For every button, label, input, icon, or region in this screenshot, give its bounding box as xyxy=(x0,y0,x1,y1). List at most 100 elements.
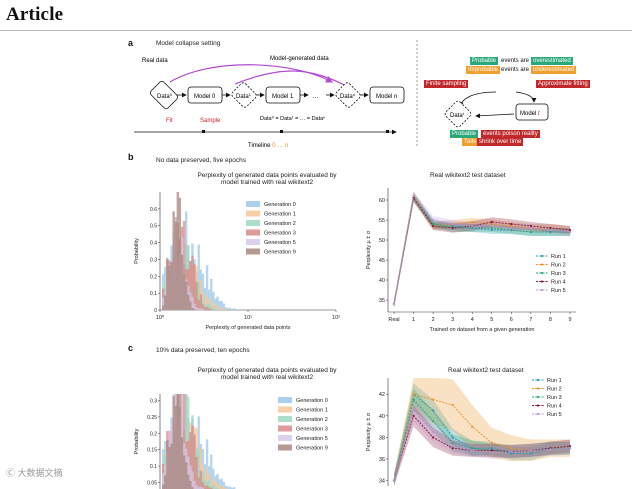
y-tick-label: 0.1 xyxy=(150,291,157,297)
hist-bar-gen5 xyxy=(187,474,190,489)
panel-c-linechart: 34 36 38 40 42 Perplexity µ ± σ Run 1 Run 2 Run … xyxy=(366,378,572,486)
y-axis-label: Probability xyxy=(134,428,140,454)
purple-arc-2 xyxy=(234,70,352,89)
hist-bar-gen2 xyxy=(203,479,207,489)
hist-bar-gen3 xyxy=(199,294,203,310)
point-run-5 xyxy=(471,449,474,452)
hist-bar-gen5 xyxy=(168,265,171,310)
legend-label-1: Generation 1 xyxy=(264,212,296,218)
point-run-5 xyxy=(392,479,396,482)
data0-diamond xyxy=(149,80,179,110)
point-run-1 xyxy=(451,436,454,439)
arrow-cycle-right xyxy=(515,91,537,103)
point-run-4 xyxy=(549,226,552,230)
point-run-4 xyxy=(568,444,572,448)
point-run-4 xyxy=(490,449,493,452)
point-run-2 xyxy=(510,224,513,228)
timeline-tick-2 xyxy=(280,130,283,133)
legend-swatch xyxy=(246,201,260,207)
hist-bar-gen0 xyxy=(210,278,213,310)
hist-bar-gen5 xyxy=(176,192,180,310)
model-t-box xyxy=(515,103,549,121)
band-run-2 xyxy=(394,191,570,308)
hist-bar-gen5 xyxy=(162,484,165,489)
hist-bar-gen5 xyxy=(168,447,171,489)
point-run-1 xyxy=(490,447,493,450)
legend-marker-run-1 xyxy=(540,254,544,258)
hist-bar-gen4 xyxy=(191,471,194,489)
y-tick-label: 55 xyxy=(379,218,385,224)
tag-tails: Tails xyxy=(462,138,479,146)
hist-bar-gen0 xyxy=(228,486,232,489)
hist-bar-gen3 xyxy=(189,432,192,489)
timeline-label: Timeline 0 … n xyxy=(248,143,288,149)
hist-bar-gen2 xyxy=(218,309,221,310)
x-tick-label: 7 xyxy=(529,317,532,323)
x-tick-label: 8 xyxy=(549,317,552,323)
panel-b-line-title: Real wikitext2 test dataset xyxy=(430,172,506,179)
hist-bar-gen5 xyxy=(172,211,175,310)
hist-bar-gen5 xyxy=(180,437,184,489)
point-run-5 xyxy=(510,226,513,230)
hist-bar-gen5 xyxy=(178,394,182,489)
model0-label: Model 0 xyxy=(194,94,216,100)
datan-label: Datan xyxy=(340,92,355,100)
hist-bar-gen1 xyxy=(216,306,219,310)
timeline-tick-3 xyxy=(386,130,389,133)
hist-bar-gen5 xyxy=(191,487,194,489)
hist-bar-gen5 xyxy=(166,440,169,489)
point-run-3 xyxy=(471,226,474,230)
hist-bar-gen5 xyxy=(176,394,180,489)
tag-probable: Probable xyxy=(470,57,499,65)
hist-bar-gen1 xyxy=(224,309,228,310)
hist-bar-gen3 xyxy=(207,308,211,310)
hist-bar-gen4 xyxy=(201,308,205,310)
hist-bar-gen5 xyxy=(191,308,194,310)
hist-bar-gen5 xyxy=(174,221,177,310)
legend-label-3: Generation 3 xyxy=(296,427,328,433)
x-tick-label: 9 xyxy=(568,317,571,323)
watermark: Ⓒ 大数据文摘 xyxy=(6,468,63,478)
line-run-3 xyxy=(393,398,570,481)
header-rule xyxy=(0,30,632,31)
y-tick-label: 40 xyxy=(379,278,385,284)
legend-label-run-5: Run 5 xyxy=(547,412,562,418)
hist-bar-gen0 xyxy=(203,287,207,310)
hist-bar-gen5 xyxy=(166,258,169,310)
panel-b-label: b xyxy=(128,152,134,162)
point-run-3 xyxy=(451,441,454,444)
point-run-5 xyxy=(549,448,552,451)
y-tick-label: 36 xyxy=(379,457,385,463)
band-run-4 xyxy=(394,194,570,308)
panel-c-line-title: Real wikitext2 test dataset xyxy=(448,367,524,374)
point-run-4 xyxy=(529,224,532,228)
fit-label: Fit xyxy=(166,118,173,124)
page-header: Article xyxy=(6,4,64,25)
point-run-5 xyxy=(490,451,493,454)
panel-c-histogram: 0.05 0.1 0.15 0.2 0.25 0.3 Probability Generati… xyxy=(134,394,328,489)
hist-bar-gen0 xyxy=(235,309,238,310)
hist-bar-gen3 xyxy=(205,485,209,489)
point-run-3 xyxy=(412,398,415,401)
y-tick-label: 35 xyxy=(379,298,385,304)
hist-bar-gen1 xyxy=(218,307,221,310)
line-run-3 xyxy=(393,196,570,305)
hist-bar-gen5 xyxy=(170,262,173,310)
hist-bar-gen5 xyxy=(187,294,190,310)
y-tick-label: 0 xyxy=(154,308,157,314)
hist-bar-gen3 xyxy=(189,261,192,310)
point-run-5 xyxy=(549,228,552,232)
y-tick-label: 0.2 xyxy=(150,431,157,437)
timeline-tick-1 xyxy=(202,130,205,133)
hist-bar-gen5 xyxy=(189,301,192,310)
tag-shrink: shrink over time xyxy=(477,138,524,146)
point-run-4 xyxy=(490,220,493,224)
text-events-are-1: events are xyxy=(501,58,530,64)
data0-node: Data0 xyxy=(149,80,179,110)
point-run-2 xyxy=(412,393,415,396)
y-tick-label: 38 xyxy=(379,435,385,441)
x-axis-label: Perplexity of generated data points xyxy=(205,325,290,331)
y-tick-label: 34 xyxy=(379,479,385,485)
panel-c-label: c xyxy=(128,343,134,353)
point-run-5 xyxy=(510,450,513,453)
